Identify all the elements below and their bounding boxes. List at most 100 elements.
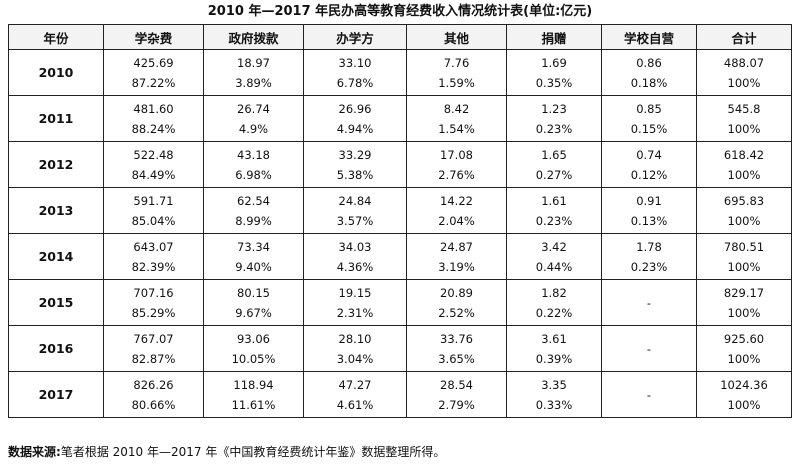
data-cell: - bbox=[601, 371, 697, 418]
percent-value: 100% bbox=[727, 397, 761, 412]
table-title: 2010 年—2017 年民办高等教育经费收入情况统计表(单位:亿元) bbox=[207, 4, 593, 19]
data-cell: 1.69 0.35% bbox=[506, 49, 602, 96]
data-cell: 1.61 0.23% bbox=[506, 187, 602, 234]
data-cell: 7.76 1.59% bbox=[406, 49, 507, 96]
percent-value: 0.22% bbox=[535, 305, 573, 320]
amount-value: 43.18 bbox=[237, 147, 270, 162]
percent-value: 84.49% bbox=[131, 167, 176, 182]
data-cell: 1024.36 100% bbox=[696, 371, 792, 418]
amount-value: 18.97 bbox=[237, 55, 270, 70]
percent-value: 4.61% bbox=[336, 397, 374, 412]
amount-value: - bbox=[646, 295, 652, 310]
data-cell: 24.84 3.57% bbox=[303, 187, 407, 234]
amount-value: 118.94 bbox=[233, 377, 274, 392]
percent-value: 82.39% bbox=[131, 259, 176, 274]
table-row: 2014 643.07 82.39% 73.34 9.40% 34.03 4.36% 24.8… bbox=[8, 233, 792, 280]
percent-value: 80.66% bbox=[131, 397, 176, 412]
data-cell: 26.74 4.9% bbox=[203, 95, 304, 142]
amount-value: 24.84 bbox=[338, 193, 372, 208]
percent-value: 2.79% bbox=[438, 397, 475, 412]
percent-value: 3.04% bbox=[336, 351, 374, 366]
amount-value: 14.22 bbox=[440, 193, 473, 208]
percent-value: 0.44% bbox=[535, 259, 573, 274]
amount-value: 1.82 bbox=[541, 285, 567, 300]
data-cell: 24.87 3.19% bbox=[406, 233, 507, 280]
data-cell: 8.42 1.54% bbox=[406, 95, 507, 142]
amount-value: 3.42 bbox=[541, 239, 567, 254]
percent-value: 100% bbox=[727, 305, 761, 320]
percent-value: 0.18% bbox=[630, 75, 668, 90]
percent-value: 100% bbox=[727, 259, 761, 274]
amount-value: - bbox=[646, 387, 652, 402]
percent-value: 100% bbox=[727, 351, 761, 366]
percent-value: 8.99% bbox=[235, 213, 272, 228]
table-row: 2016 767.07 82.87% 93.06 10.05% 28.10 3.04% 33.… bbox=[8, 325, 792, 372]
amount-value: 24.87 bbox=[440, 239, 473, 254]
percent-value: 4.36% bbox=[336, 259, 374, 274]
percent-value: 85.04% bbox=[131, 213, 176, 228]
data-cell: 1.82 0.22% bbox=[506, 279, 602, 326]
data-cell: - bbox=[601, 279, 697, 326]
percent-value: 0.33% bbox=[535, 397, 573, 412]
year-cell: 2014 bbox=[8, 233, 104, 280]
data-cell: 3.35 0.33% bbox=[506, 371, 602, 418]
table-row: 2010 425.69 87.22% 18.97 3.89% 33.10 6.78% 7.76… bbox=[8, 49, 792, 96]
percent-value: 0.23% bbox=[535, 121, 573, 136]
amount-value: 20.89 bbox=[440, 285, 473, 300]
data-cell: 695.83 100% bbox=[696, 187, 792, 234]
data-cell: 118.94 11.61% bbox=[203, 371, 304, 418]
amount-value: 8.42 bbox=[443, 101, 470, 116]
amount-value: 26.96 bbox=[338, 101, 372, 116]
amount-value: 767.07 bbox=[133, 331, 174, 346]
data-cell: 80.15 9.67% bbox=[203, 279, 304, 326]
data-cell: 34.03 4.36% bbox=[303, 233, 407, 280]
percent-value: 11.61% bbox=[231, 397, 276, 412]
col-header-donation: 捐赠 bbox=[506, 24, 602, 50]
data-cell: 33.76 3.65% bbox=[406, 325, 507, 372]
year-cell: 2011 bbox=[8, 95, 104, 142]
percent-value: 2.31% bbox=[336, 305, 374, 320]
percent-value: 1.59% bbox=[438, 75, 475, 90]
data-cell: 0.74 0.12% bbox=[601, 141, 697, 188]
year-cell: 2015 bbox=[8, 279, 104, 326]
percent-value: 4.9% bbox=[238, 121, 269, 136]
data-cell: 829.17 100% bbox=[696, 279, 792, 326]
data-cell: 767.07 82.87% bbox=[103, 325, 204, 372]
col-header-government: 政府拨款 bbox=[203, 24, 304, 50]
amount-value: 0.86 bbox=[636, 55, 662, 70]
amount-value: 1.78 bbox=[636, 239, 662, 254]
amount-value: 34.03 bbox=[338, 239, 372, 254]
percent-value: 100% bbox=[727, 167, 761, 182]
percent-value: 9.67% bbox=[235, 305, 272, 320]
col-header-total: 合计 bbox=[696, 24, 792, 50]
amount-value: 19.15 bbox=[338, 285, 372, 300]
percent-value: 5.38% bbox=[336, 167, 374, 182]
percent-value: 0.27% bbox=[535, 167, 573, 182]
table-row: 2017 826.26 80.66% 118.94 11.61% 47.27 4.61% 28… bbox=[8, 371, 792, 418]
amount-value: 425.69 bbox=[133, 55, 174, 70]
year-cell: 2013 bbox=[8, 187, 104, 234]
year-cell: 2012 bbox=[8, 141, 104, 188]
data-cell: 481.60 88.24% bbox=[103, 95, 204, 142]
data-cell: - bbox=[601, 325, 697, 372]
data-cell: 826.26 80.66% bbox=[103, 371, 204, 418]
data-cell: 28.54 2.79% bbox=[406, 371, 507, 418]
amount-value: 618.42 bbox=[723, 147, 765, 162]
percent-value: 88.24% bbox=[131, 121, 176, 136]
percent-value: 2.76% bbox=[438, 167, 475, 182]
percent-value: 0.35% bbox=[535, 75, 573, 90]
percent-value: 85.29% bbox=[131, 305, 176, 320]
amount-value: 780.51 bbox=[723, 239, 765, 254]
amount-value: 7.76 bbox=[443, 55, 470, 70]
data-cell: 3.42 0.44% bbox=[506, 233, 602, 280]
year-cell: 2017 bbox=[8, 371, 104, 418]
percent-value: 0.13% bbox=[630, 213, 668, 228]
amount-value: 17.08 bbox=[440, 147, 473, 162]
data-cell: 0.86 0.18% bbox=[601, 49, 697, 96]
amount-value: 1.23 bbox=[541, 101, 567, 116]
amount-value: 1.61 bbox=[541, 193, 567, 208]
data-cell: 43.18 6.98% bbox=[203, 141, 304, 188]
percent-value: 100% bbox=[727, 121, 761, 136]
data-cell: 14.22 2.04% bbox=[406, 187, 507, 234]
amount-value: 488.07 bbox=[723, 55, 765, 70]
